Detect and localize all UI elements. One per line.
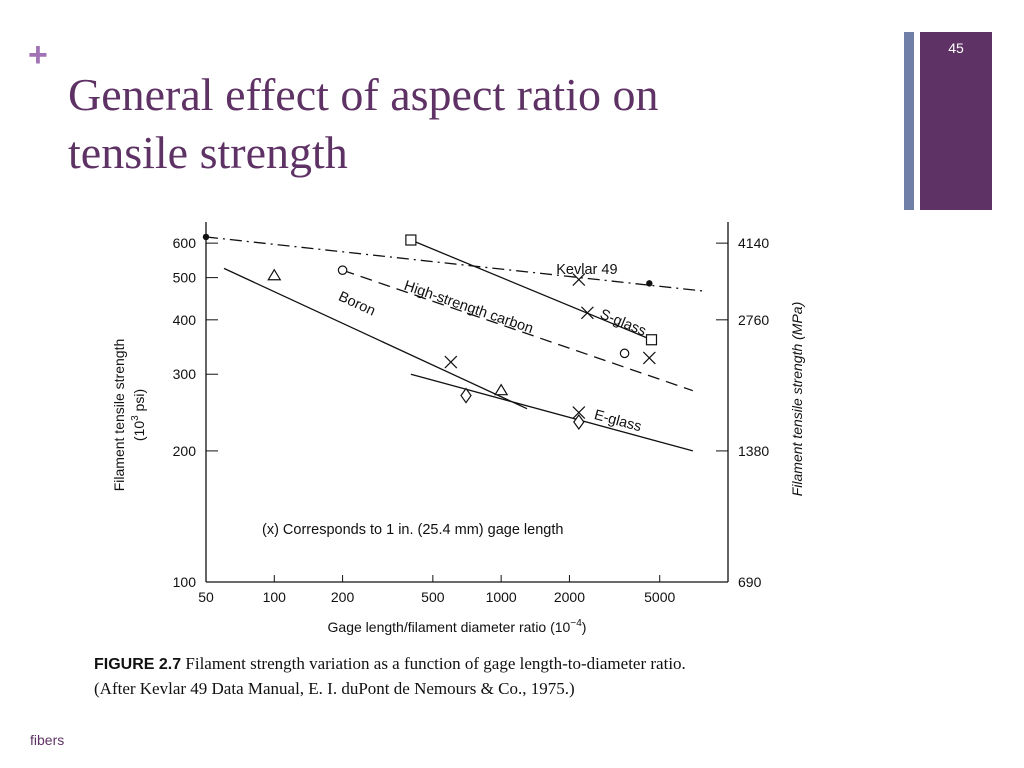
- y-left-tick-label-300: 300: [173, 366, 197, 382]
- plus-sign: +: [28, 36, 48, 74]
- series-point-high-strength-carbon-0: [337, 265, 348, 276]
- title-line-1: General effect of aspect ratio on: [68, 69, 659, 120]
- title-line-2: tensile strength: [68, 127, 348, 178]
- x-tick-label-100: 100: [263, 589, 287, 605]
- side-bar-wide: [920, 32, 992, 210]
- x-tick-label-200: 200: [331, 589, 355, 605]
- y-right-tick-label-2760: 2760: [738, 312, 769, 328]
- caption-line-2: (After Kevlar 49 Data Manual, E. I. duPo…: [94, 679, 575, 698]
- gage-point-high-strength-carbon-b: [642, 351, 656, 365]
- figure-caption: FIGURE 2.7 Filament strength variation a…: [94, 652, 814, 701]
- series-label-high-strength-carbon: High-strength carbon: [402, 278, 535, 337]
- gage-point-e-glass: [572, 406, 586, 419]
- series-line-high-strength-carbon: [342, 269, 694, 392]
- series-point-high-strength-carbon-1: [619, 348, 630, 359]
- gage-point-boron-b: [444, 355, 458, 369]
- gage-point-s-glass: [580, 306, 594, 320]
- series-layer: [202, 233, 707, 452]
- gage-point-kevlar-49: [572, 273, 586, 286]
- series-point-kevlar-49-0: [202, 233, 210, 241]
- y-right-tick-label-1380: 1380: [738, 443, 769, 459]
- series-point-e-glass-1: [573, 413, 585, 431]
- gage-point-e-glass-b: [572, 406, 586, 419]
- strength-chart: 50 100 200 500 1000 2000 500060050040030020010…: [111, 222, 805, 635]
- series-label-boron: Boron: [336, 289, 378, 320]
- label-layer: 50 100 200 500 1000 2000 500060050040030020010…: [111, 235, 805, 635]
- page-number: 45: [948, 40, 964, 56]
- y-axis-title-right: Filament tensile strength (MPa): [789, 302, 805, 497]
- series-point-boron-1: [494, 383, 509, 396]
- x-tick-label-1000: 1000: [486, 589, 517, 605]
- x-tick-label-2000: 2000: [554, 589, 585, 605]
- x-tick-label-500: 500: [421, 589, 445, 605]
- y-axis-units-left: (103 psi): [130, 389, 147, 441]
- x-axis-title: Gage length/filament diameter ratio (10−…: [328, 618, 587, 635]
- series-point-boron-0: [267, 268, 282, 281]
- y-left-tick-label-600: 600: [173, 235, 197, 251]
- series-line-s-glass: [410, 239, 652, 341]
- gage-point-kevlar-49-b: [572, 273, 586, 286]
- slide-title: General effect of aspect ratio on tensile…: [68, 66, 868, 182]
- y-right-tick-label-4140: 4140: [738, 235, 769, 251]
- caption-line-1: Filament strength variation as a functio…: [185, 654, 686, 673]
- footer-label: fibers: [30, 732, 65, 748]
- series-point-kevlar-49-1: [646, 280, 653, 287]
- gage-length-note: (x) Corresponds to 1 in. (25.4 mm) gage …: [262, 522, 563, 538]
- series-point-s-glass-0: [405, 234, 417, 246]
- x-tick-label-5000: 5000: [644, 589, 675, 605]
- gage-point-boron: [444, 355, 458, 369]
- y-left-tick-label-100: 100: [173, 574, 197, 590]
- series-label-s-glass: S-glass: [597, 306, 648, 339]
- y-axis-title-left: Filament tensile strength: [111, 339, 127, 492]
- series-label-kevlar-49: Kevlar 49: [556, 262, 617, 278]
- axes-layer: [205, 222, 729, 583]
- series-point-e-glass-0: [460, 387, 472, 404]
- series-line-e-glass: [410, 373, 694, 452]
- y-left-tick-label-500: 500: [173, 270, 197, 286]
- series-line-kevlar-49: [205, 236, 707, 292]
- x-tick-label-50: 50: [198, 589, 214, 605]
- gage-point-high-strength-carbon: [642, 351, 656, 365]
- series-line-boron: [223, 267, 528, 410]
- gage-point-s-glass-b: [580, 306, 594, 320]
- y-left-tick-label-200: 200: [173, 443, 197, 459]
- y-right-tick-label-690: 690: [738, 574, 762, 590]
- y-left-tick-label-400: 400: [173, 312, 197, 328]
- series-point-s-glass-1: [645, 334, 658, 346]
- side-bar-thin: [904, 32, 914, 210]
- figure-label: FIGURE 2.7: [94, 656, 182, 673]
